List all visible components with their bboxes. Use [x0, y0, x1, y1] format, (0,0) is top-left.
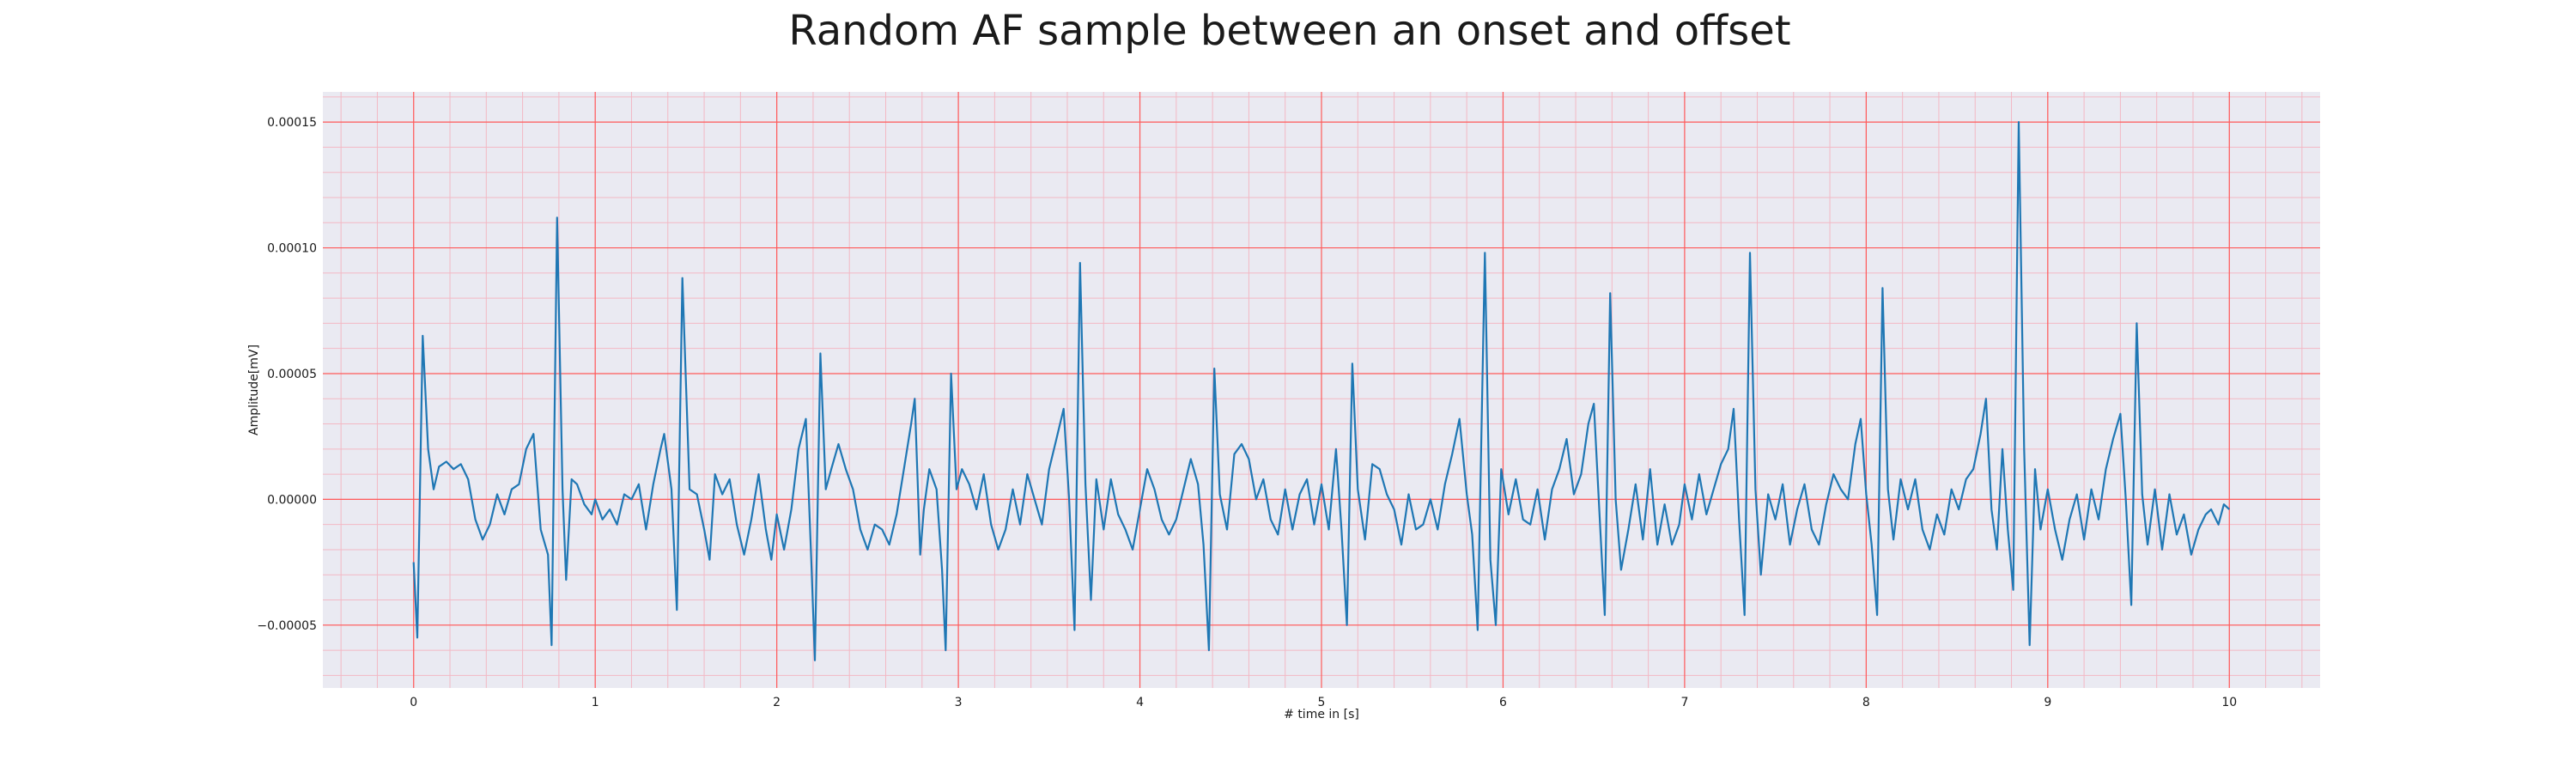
x-tick-label: 2 — [773, 696, 781, 709]
x-tick-label: 1 — [592, 696, 599, 709]
x-tick-label: 4 — [1136, 696, 1144, 709]
x-tick-label: 3 — [955, 696, 963, 709]
y-tick-label: 0.00015 — [267, 116, 317, 130]
x-tick-label: 0 — [410, 696, 417, 709]
y-axis-ticks: −0.00005 0.00000 0.00005 0.00010 0.00015 — [257, 116, 317, 633]
y-tick-label: 0.00000 — [267, 493, 317, 507]
major-grid — [323, 92, 2320, 688]
x-tick-label: 5 — [1318, 696, 1326, 709]
x-tick-label: 8 — [1862, 696, 1870, 709]
x-tick-label: 7 — [1680, 696, 1688, 709]
y-tick-label: 0.00005 — [267, 368, 317, 381]
chart-title: Random AF sample between an onset and of… — [788, 7, 1790, 55]
series-layer — [412, 121, 2231, 661]
y-tick-label: −0.00005 — [257, 619, 317, 633]
x-axis-ticks: 0 1 2 3 4 5 6 7 8 9 10 — [410, 696, 2237, 709]
x-tick-label: 10 — [2221, 696, 2237, 709]
x-tick-label: 9 — [2044, 696, 2051, 709]
x-axis-label: # time in [s] — [1284, 708, 1359, 721]
y-tick-label: 0.00010 — [267, 242, 317, 256]
y-axis-label: Amplitude[mV] — [247, 344, 261, 435]
x-tick-label: 6 — [1499, 696, 1507, 709]
series-line — [412, 121, 2231, 661]
